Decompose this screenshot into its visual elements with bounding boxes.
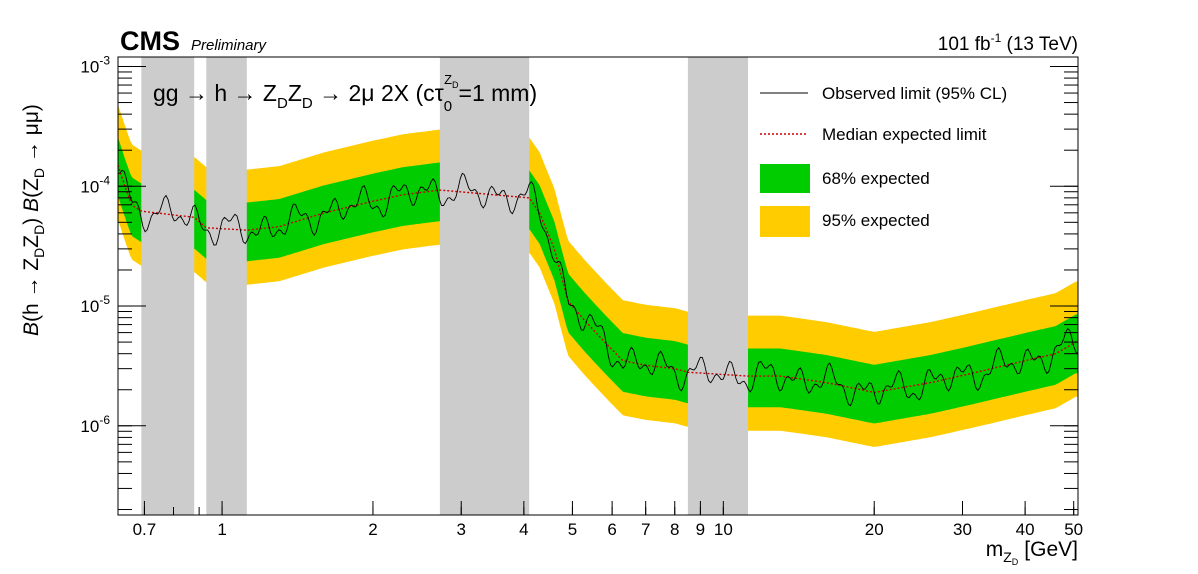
x-tick-label: 7 (641, 520, 650, 539)
x-tick-label: 20 (865, 520, 884, 539)
excluded-region-3 (687, 57, 748, 515)
x-tick-label: 4 (519, 520, 528, 539)
legend-68-swatch (760, 164, 810, 193)
x-tick-label: 1 (217, 520, 226, 539)
legend-median-label: Median expected limit (822, 125, 987, 144)
band-68-expected (118, 137, 1078, 424)
legend: Observed limit (95% CL) Median expected … (760, 84, 1007, 237)
y-tick-label: 10-4 (80, 173, 110, 196)
x-tick-label: 5 (568, 520, 577, 539)
x-tick-label: 8 (670, 520, 679, 539)
x-tick-label: 9 (696, 520, 705, 539)
x-tick-label: 2 (368, 520, 377, 539)
status-label: Preliminary (191, 37, 268, 54)
excluded-region-1 (206, 57, 247, 515)
x-tick-label: 3 (456, 520, 465, 539)
y-axis-title: B(h → ZDZD) B(ZD → μμ) (20, 104, 47, 336)
legend-95-label: 95% expected (822, 211, 930, 230)
x-tick-label: 10 (714, 520, 733, 539)
median-expected-line (117, 164, 1078, 394)
legend-95-swatch (760, 206, 810, 237)
x-tick-label: 0.7 (133, 520, 157, 539)
y-tick-label: 10-3 (80, 53, 110, 76)
x-axis-title: mZD[GeV] (986, 538, 1078, 567)
axes: 0.7 1 2 3 4 5 6 7 8 9 10 20 30 40 50 10-6 10-5 10-4 10-3 (80, 53, 1083, 539)
excluded-regions (141, 57, 748, 515)
y-tick-label: 10-5 (80, 293, 110, 316)
limit-lines (117, 164, 1079, 407)
excluded-region-0 (141, 57, 195, 515)
x-tick-label: 40 (1016, 520, 1035, 539)
bands-layer (118, 104, 1078, 447)
x-tick-label: 50 (1064, 520, 1083, 539)
experiment-label: CMS (120, 26, 180, 56)
x-tick-label: 30 (953, 520, 972, 539)
legend-observed-label: Observed limit (95% CL) (822, 84, 1007, 103)
excluded-region-2 (439, 57, 530, 515)
observed-limit-line (117, 169, 1079, 407)
x-tick-label: 6 (607, 520, 616, 539)
lumi-label: 101 fb-1 (13 TeV) (938, 31, 1078, 55)
process-title: gg → h → ZDZD → 2μ 2X (cτ0ZD=1 mm) (153, 72, 537, 115)
plot-frame (117, 56, 1079, 516)
y-tick-label: 10-6 (80, 413, 110, 436)
legend-68-label: 68% expected (822, 169, 930, 188)
